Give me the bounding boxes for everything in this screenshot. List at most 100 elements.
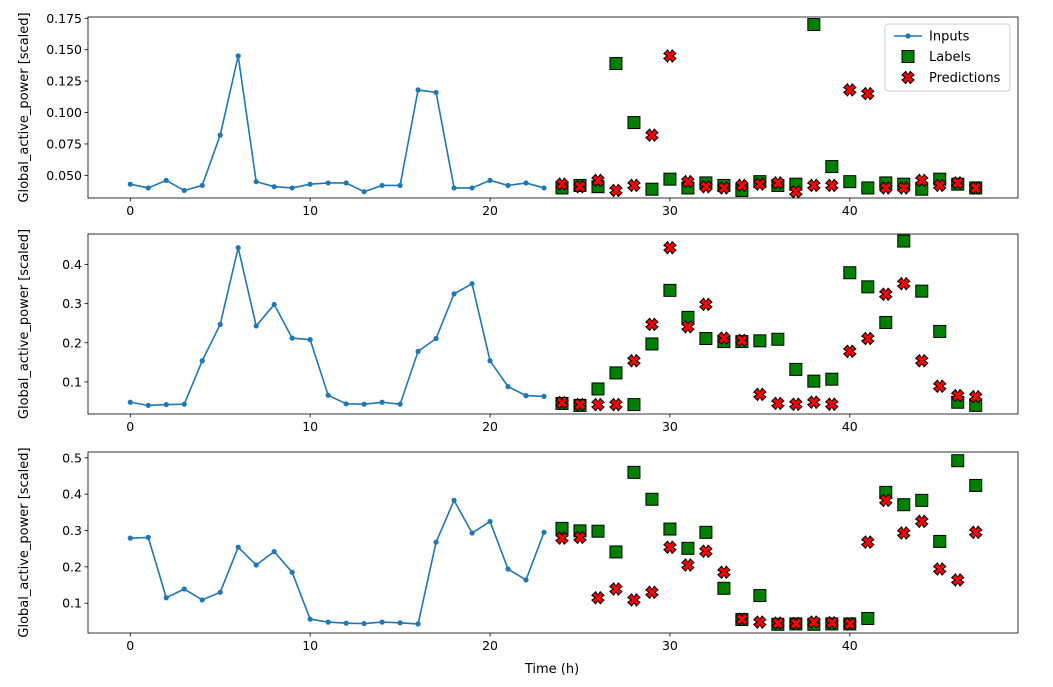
y-tick-label: 0.4 xyxy=(62,487,82,502)
prediction-point xyxy=(627,593,641,607)
label-point xyxy=(879,315,893,329)
prediction-point xyxy=(968,525,983,540)
inputs-point xyxy=(181,586,187,592)
inputs-point xyxy=(145,402,151,408)
prediction-point xyxy=(824,397,839,412)
prediction-point xyxy=(734,178,749,193)
x-tick-label: 0 xyxy=(126,419,134,434)
legend-predictions-marker xyxy=(901,70,915,85)
inputs-point xyxy=(343,620,349,626)
prediction-point xyxy=(770,176,785,190)
inputs-point xyxy=(433,89,439,96)
inputs-point xyxy=(145,534,151,541)
prediction-point xyxy=(555,395,569,410)
subplot-2: 0.1 0.2 0.3 0.4 0 10 20 30 40 Global_active_powe… xyxy=(17,229,1019,434)
y-tick-label: 0.3 xyxy=(62,296,82,311)
prediction-point xyxy=(842,344,857,359)
inputs-point xyxy=(325,180,331,186)
prediction-point xyxy=(752,177,767,192)
prediction-point xyxy=(663,540,677,555)
x-tick-label: 0 xyxy=(126,638,134,653)
legend-inputs-marker xyxy=(905,33,911,39)
x-tick-label: 20 xyxy=(482,203,498,218)
label-point xyxy=(627,465,641,479)
inputs-point xyxy=(415,348,421,354)
inputs-point xyxy=(181,187,187,194)
x-tick-label: 10 xyxy=(302,419,318,434)
legend-inputs-label: Inputs xyxy=(929,30,970,45)
prediction-point xyxy=(878,287,893,302)
prediction-point xyxy=(699,544,713,559)
inputs-point xyxy=(433,335,439,342)
inputs-point xyxy=(217,321,223,327)
subplot-1-frame xyxy=(87,16,1019,199)
prediction-point xyxy=(860,331,875,346)
label-point xyxy=(663,283,677,297)
y-tick-label: 0.050 xyxy=(46,168,82,183)
inputs-point xyxy=(325,619,331,625)
label-point xyxy=(825,372,839,386)
prediction-point xyxy=(878,181,893,195)
legend: Inputs Labels Predictions xyxy=(884,23,1011,92)
y-tick-label: 0.075 xyxy=(46,136,82,151)
prediction-point xyxy=(752,615,767,629)
prediction-point xyxy=(734,612,749,627)
prediction-point xyxy=(878,493,893,508)
prediction-point xyxy=(806,615,821,629)
x-tick-label: 30 xyxy=(662,638,678,653)
label-point xyxy=(771,332,785,346)
label-point xyxy=(951,454,965,468)
prediction-point xyxy=(770,616,785,631)
inputs-point xyxy=(217,132,223,138)
inputs-line xyxy=(130,55,545,193)
inputs-point xyxy=(199,182,205,189)
inputs-point xyxy=(469,530,475,536)
inputs-point xyxy=(235,544,241,550)
inputs-point xyxy=(469,281,475,287)
label-point xyxy=(609,366,623,380)
x-tick-label: 20 xyxy=(482,638,498,653)
prediction-point xyxy=(806,178,821,193)
label-point xyxy=(789,362,803,376)
label-point xyxy=(753,334,767,348)
y-tick-label: 0.175 xyxy=(46,11,82,26)
inputs-point xyxy=(253,323,259,329)
inputs-point xyxy=(235,53,241,59)
label-point xyxy=(861,611,875,625)
label-point xyxy=(663,172,677,186)
subplot-3-frame xyxy=(87,451,1019,634)
y-tick-label: 0.2 xyxy=(62,335,82,350)
inputs-point xyxy=(541,529,547,535)
prediction-point xyxy=(950,388,965,403)
prediction-point xyxy=(645,585,659,600)
label-point xyxy=(681,541,695,555)
x-tick-label: 40 xyxy=(842,638,858,653)
prediction-point xyxy=(806,395,821,410)
prediction-point xyxy=(752,387,767,402)
prediction-point xyxy=(591,590,605,605)
inputs-point xyxy=(307,181,313,187)
label-point xyxy=(609,57,623,71)
prediction-point xyxy=(842,617,857,631)
subplot-3: 0.1 0.2 0.3 0.4 0.5 0 10 20 30 40 Global_active_p… xyxy=(17,447,1019,653)
y-tick-label: 0.2 xyxy=(62,559,82,574)
prediction-point xyxy=(932,562,947,576)
inputs-point xyxy=(289,335,295,341)
y-tick-label: 0.1 xyxy=(62,596,82,611)
y-tick-label: 0.5 xyxy=(62,450,82,465)
inputs-point xyxy=(253,562,259,568)
inputs-point xyxy=(145,185,151,191)
prediction-point xyxy=(573,397,587,412)
prediction-point xyxy=(770,396,785,411)
inputs-point xyxy=(487,518,493,525)
prediction-point xyxy=(860,535,875,550)
prediction-point xyxy=(950,573,965,587)
inputs-point xyxy=(289,569,295,575)
label-point xyxy=(699,331,713,345)
prediction-point xyxy=(591,397,605,412)
prediction-point xyxy=(717,565,731,580)
inputs-point xyxy=(163,595,169,601)
label-point xyxy=(591,524,605,538)
